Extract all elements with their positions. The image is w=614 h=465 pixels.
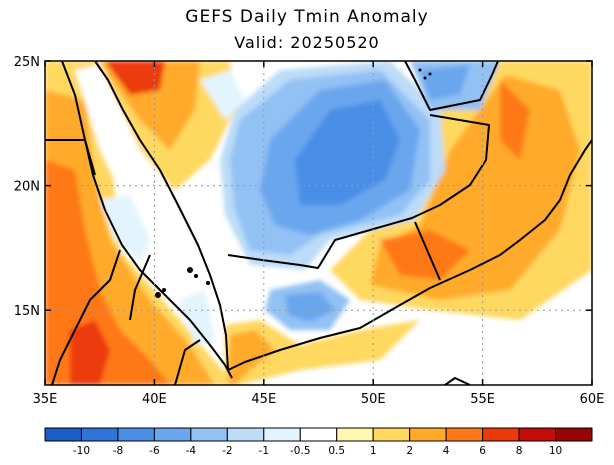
colorbar-label: -2 bbox=[222, 445, 232, 457]
x-tick-label: 50E bbox=[361, 392, 386, 407]
x-tick-label: 60E bbox=[580, 392, 605, 407]
colorbar-label: 0.5 bbox=[328, 445, 345, 457]
x-tick-label: 35E bbox=[33, 392, 58, 407]
colorbar-swatch bbox=[117, 427, 155, 442]
colorbar-swatch bbox=[226, 427, 265, 442]
coastlines bbox=[45, 61, 592, 385]
colorbar-label: 1 bbox=[370, 445, 377, 457]
colorbar-label: 2 bbox=[406, 445, 413, 457]
colorbar-swatch bbox=[190, 427, 228, 442]
colorbar-swatch bbox=[263, 427, 301, 442]
map-title: GEFS Daily Tmin Anomaly bbox=[185, 7, 429, 27]
colorbar-label: -1 bbox=[259, 445, 269, 457]
x-tick-label: 55E bbox=[470, 392, 495, 407]
colorbar-swatch bbox=[518, 427, 557, 442]
y-tick-label: 25N bbox=[14, 55, 40, 70]
colorbar-label: -6 bbox=[149, 445, 160, 457]
anomaly-field bbox=[45, 61, 592, 385]
map-frame bbox=[44, 60, 593, 386]
colorbar-swatch bbox=[409, 427, 447, 442]
islands bbox=[155, 68, 432, 298]
colorbar-swatch bbox=[555, 427, 593, 442]
colorbar-label: -4 bbox=[186, 445, 197, 457]
colorbar: -10 -8 -6 -4 -2 -1 -0.5 0.5 1 2 4 6 8 10 bbox=[44, 427, 593, 457]
y-tick-label: 20N bbox=[14, 180, 40, 195]
colorbar-label: 6 bbox=[479, 445, 486, 457]
colorbar-swatch bbox=[299, 427, 338, 442]
colorbar-swatch bbox=[153, 427, 192, 442]
x-tick-label: 40E bbox=[142, 392, 167, 407]
gridlines bbox=[45, 61, 592, 385]
colorbar-swatch bbox=[44, 427, 82, 442]
colorbar-label: -8 bbox=[113, 445, 123, 457]
colorbar-swatch bbox=[372, 427, 411, 442]
colorbar-swatch bbox=[336, 427, 374, 442]
colorbar-label: 4 bbox=[443, 445, 450, 457]
x-tick-label: 45E bbox=[251, 392, 276, 407]
colorbar-label: -0.5 bbox=[290, 445, 311, 457]
colorbar-label: -10 bbox=[73, 445, 90, 457]
colorbar-swatch bbox=[482, 427, 520, 442]
y-tick-label: 15N bbox=[14, 304, 40, 319]
colorbar-swatch bbox=[80, 427, 119, 442]
map-valid-date: Valid: 20250520 bbox=[234, 33, 380, 52]
colorbar-label: 8 bbox=[516, 445, 523, 457]
axis-ticks: 35E 40E 45E 50E 55E 60E 25N 20N 15N bbox=[14, 55, 605, 407]
colorbar-label: 10 bbox=[549, 445, 562, 457]
colorbar-swatch bbox=[445, 427, 484, 442]
